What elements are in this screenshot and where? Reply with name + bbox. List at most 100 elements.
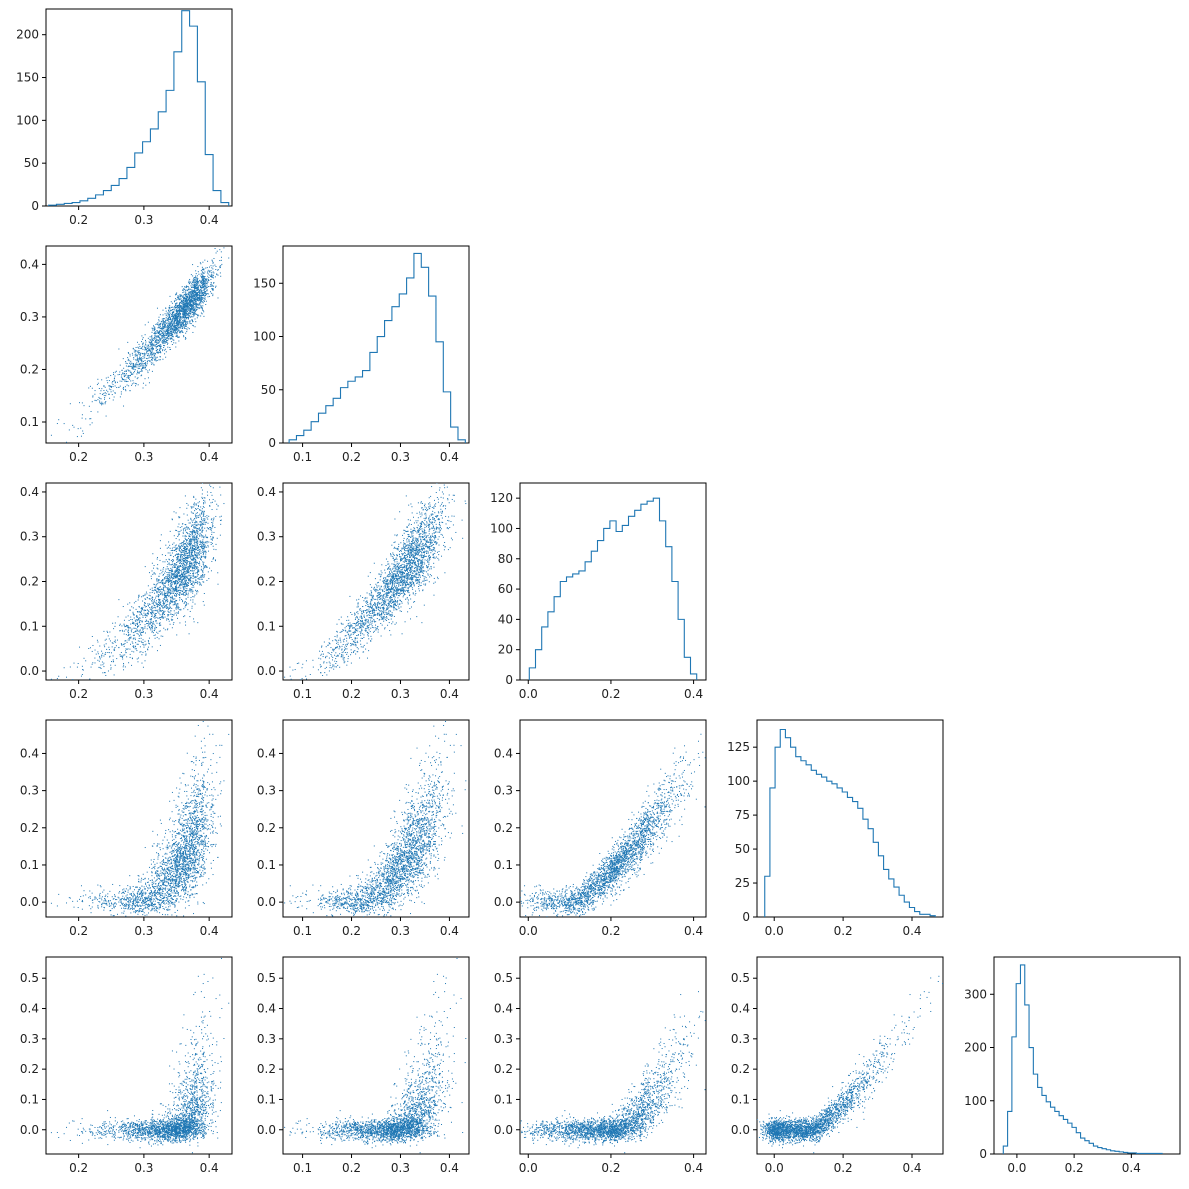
scatter-point (195, 549, 197, 551)
scatter-point (199, 289, 201, 291)
scatter-point (204, 475, 205, 476)
scatter-point (174, 598, 176, 600)
scatter-point (99, 656, 101, 658)
scatter-point (182, 593, 184, 595)
scatter-point (183, 300, 185, 302)
scatter-point (136, 616, 138, 618)
scatter-point (183, 552, 185, 554)
scatter-point (201, 532, 203, 534)
scatter-point (192, 305, 194, 307)
scatter-point (200, 575, 202, 577)
scatter-point (131, 619, 133, 621)
scatter-point (196, 538, 198, 540)
scatter-point (141, 374, 143, 376)
scatter-point (160, 592, 162, 594)
scatter-point (178, 302, 180, 304)
scatter-point (158, 337, 160, 339)
scatter-point (151, 631, 153, 633)
scatter-point (199, 562, 201, 564)
scatter-point (126, 625, 128, 627)
scatter-point (135, 646, 137, 648)
scatter-point (204, 291, 206, 293)
scatter-point (152, 328, 154, 330)
scatter-point (135, 385, 137, 387)
scatter-point (172, 597, 174, 599)
scatter-point (168, 306, 170, 308)
scatter-point (130, 365, 132, 367)
scatter-point (203, 268, 205, 270)
scatter-point (197, 300, 199, 302)
scatter-point (123, 664, 125, 666)
scatter-point (181, 563, 183, 565)
scatter-point (176, 567, 178, 569)
scatter-point (173, 589, 175, 591)
scatter-point (151, 347, 153, 349)
scatter-point (177, 535, 179, 537)
scatter-point (183, 288, 185, 290)
scatter-point (156, 343, 158, 345)
scatter-point (169, 593, 171, 595)
scatter-point (130, 380, 132, 382)
scatter-point (193, 296, 195, 298)
scatter-point (196, 541, 198, 543)
scatter-point (197, 523, 199, 525)
scatter-point (219, 265, 221, 267)
scatter-point (158, 342, 160, 344)
scatter-point (144, 640, 146, 642)
scatter-point (126, 648, 128, 650)
scatter-point (175, 595, 177, 597)
scatter-point (194, 514, 196, 516)
scatter-point (132, 364, 134, 366)
scatter-point (157, 604, 159, 606)
scatter-point (196, 284, 198, 286)
scatter-point (139, 630, 141, 632)
scatter-point (179, 584, 181, 586)
scatter-point (166, 592, 168, 594)
scatter-point (185, 593, 187, 595)
scatter-point (169, 602, 171, 604)
scatter-point (209, 291, 211, 293)
scatter-point (183, 327, 185, 329)
scatter-point (114, 385, 116, 387)
scatter-point (162, 349, 164, 351)
scatter-point (124, 370, 126, 372)
scatter-point (124, 386, 126, 388)
scatter-point (152, 347, 154, 349)
scatter-point (178, 308, 180, 310)
scatter-point (145, 348, 147, 350)
scatter-point (151, 363, 153, 365)
scatter-point (134, 365, 136, 367)
scatter-point (190, 548, 192, 550)
scatter-point (162, 613, 164, 615)
scatter-point (177, 318, 179, 320)
scatter-point (138, 635, 140, 637)
scatter-point (213, 517, 215, 519)
scatter-point (133, 368, 135, 370)
scatter-point (185, 308, 187, 310)
scatter-point (177, 586, 179, 588)
scatter-point (195, 554, 197, 556)
scatter-point (147, 350, 149, 352)
scatter-point (191, 605, 193, 607)
scatter-point (146, 351, 148, 353)
scatter-point (99, 400, 101, 402)
scatter-point (215, 549, 217, 551)
scatter-point (140, 612, 142, 614)
scatter-point (192, 601, 194, 603)
scatter-point (155, 360, 157, 362)
scatter-point (151, 615, 153, 617)
scatter-point (210, 536, 212, 538)
scatter-point (201, 282, 203, 284)
scatter-point (144, 624, 146, 626)
scatter-point (179, 312, 181, 314)
scatter-point (176, 569, 178, 571)
scatter-point (180, 316, 182, 318)
scatter-point (162, 601, 164, 603)
scatter-point (178, 327, 180, 329)
scatter-point (162, 616, 164, 618)
scatter-point (149, 339, 151, 341)
scatter-point (136, 624, 138, 626)
scatter-point (193, 596, 195, 598)
scatter-point (194, 279, 196, 281)
scatter-point (182, 545, 184, 547)
